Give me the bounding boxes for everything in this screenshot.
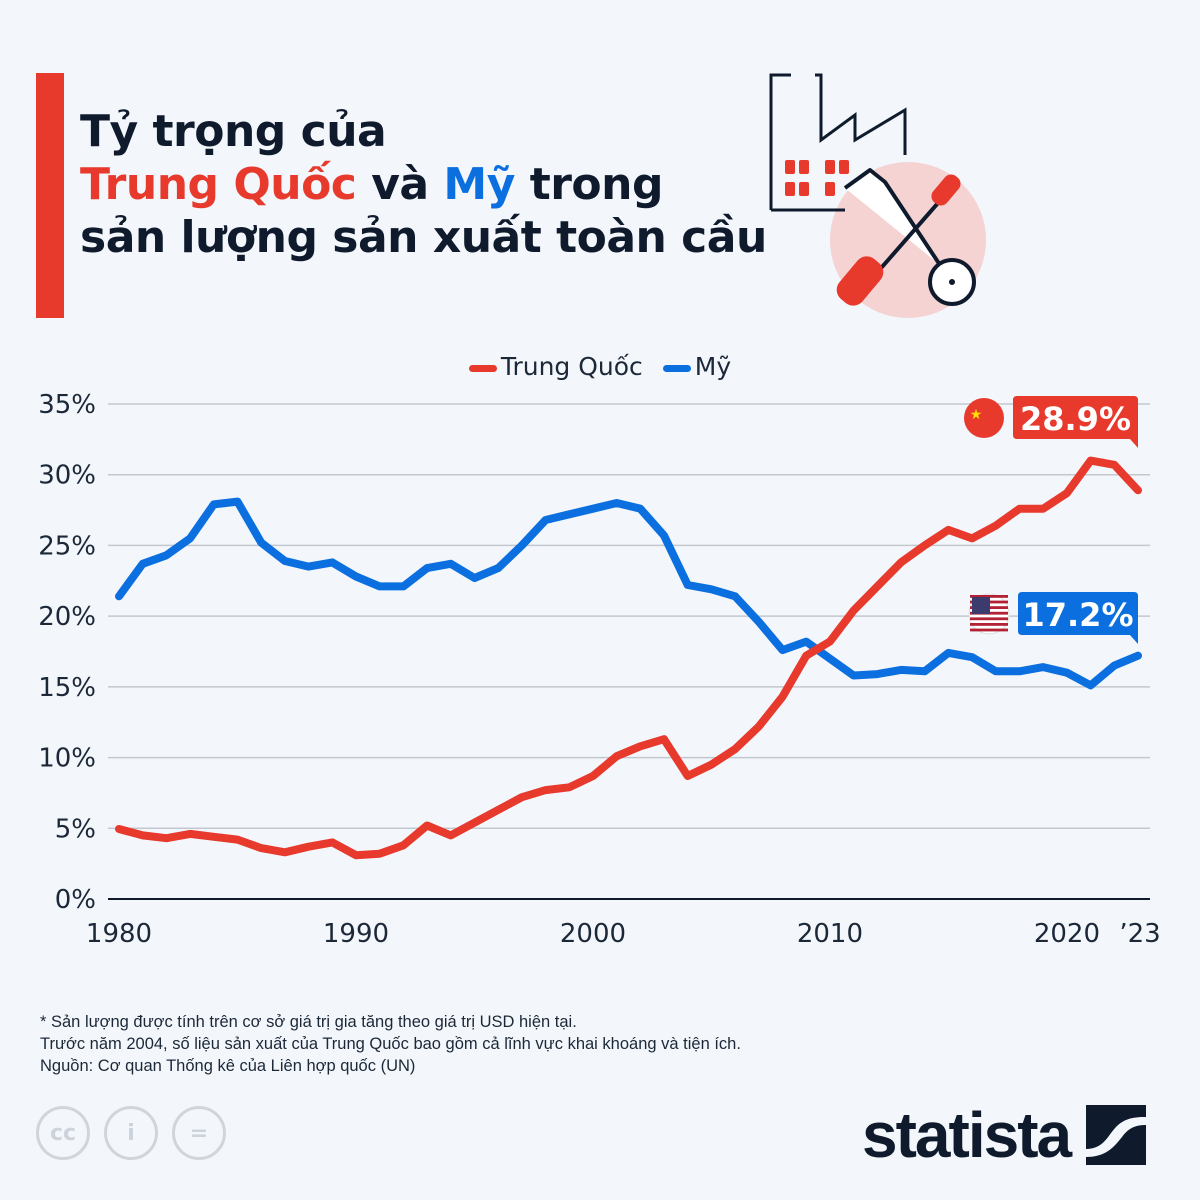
- cc-icon[interactable]: cc: [36, 1106, 90, 1160]
- series-line-china: [115, 456, 1142, 860]
- accent-bar: [36, 73, 64, 318]
- chart-title: Tỷ trọng của Trung Quốc và Mỹ trong sản …: [80, 105, 767, 264]
- title-line-3: sản lượng sản xuất toàn cầu: [80, 212, 767, 263]
- legend-item-china: Trung Quốc: [468, 352, 643, 381]
- flag-stripe: [970, 623, 1008, 626]
- y-tick-label: 15%: [38, 673, 96, 703]
- title-trong: trong: [514, 159, 664, 210]
- statista-logo-mark-icon: [1086, 1105, 1147, 1165]
- legend-item-us: Mỹ: [662, 352, 732, 381]
- title-china: Trung Quốc: [80, 159, 357, 210]
- end-label-value: 28.9%: [1020, 400, 1131, 438]
- source-note: Nguồn: Cơ quan Thống kê của Liên hợp quố…: [40, 1057, 416, 1075]
- license-icons: cc i =: [36, 1106, 226, 1160]
- flag-stripe: [970, 617, 1008, 621]
- attribution-icon[interactable]: i: [104, 1106, 158, 1160]
- flag-canton: [972, 597, 990, 614]
- y-tick-label: 30%: [38, 461, 96, 491]
- footnote-1: * Sản lượng được tính trên cơ sở giá trị…: [40, 1013, 577, 1031]
- series-line-us: [115, 497, 1142, 690]
- line-chart: 0% 5% 10% 15% 20% 25% 30% 35% 1980 1990 2000 2010 20…: [38, 390, 1160, 949]
- statista-logo[interactable]: statista: [862, 1098, 1147, 1172]
- footnotes: * Sản lượng được tính trên cơ sở giá trị…: [40, 1011, 741, 1077]
- end-label-box: [1013, 396, 1138, 448]
- y-tick-label: 25%: [38, 531, 96, 561]
- chart-legend: Trung Quốc Mỹ: [0, 352, 1200, 381]
- x-tick-label: 2000: [560, 919, 626, 949]
- x-tick-label: 1980: [86, 919, 152, 949]
- x-tick-label: 2010: [797, 919, 863, 949]
- no-derivatives-icon[interactable]: =: [172, 1106, 226, 1160]
- footnote-2: Trước năm 2004, số liệu sản xuất của Tru…: [40, 1035, 741, 1053]
- y-tick-label: 10%: [38, 744, 96, 774]
- title-and: và: [356, 159, 444, 210]
- legend-label-us: Mỹ: [694, 352, 732, 381]
- logo-text: statista: [862, 1099, 1072, 1171]
- end-label-value: 17.2%: [1022, 596, 1133, 634]
- china-flag-icon: [964, 398, 1004, 438]
- legend-label-china: Trung Quốc: [500, 352, 643, 381]
- legend-swatch-china: [468, 364, 497, 372]
- x-tick-label: 2020: [1034, 919, 1100, 949]
- y-tick-label: 0%: [55, 885, 96, 915]
- end-label-box: [1018, 592, 1138, 644]
- flag-star: ★: [970, 407, 983, 423]
- flag-stripe: [970, 595, 1008, 598]
- factory-wrench-screwdriver-icon: [769, 73, 986, 318]
- x-tick-label: ’23: [1119, 919, 1160, 949]
- title-line-2: Trung Quốc và Mỹ trong: [80, 158, 767, 211]
- y-tick-label: 35%: [38, 390, 96, 420]
- x-tick-label: 1990: [323, 919, 389, 949]
- title-us: Mỹ: [443, 159, 515, 210]
- y-tick-label: 5%: [55, 814, 96, 844]
- y-tick-label: 20%: [38, 602, 96, 632]
- title-line-1: Tỷ trọng của: [80, 106, 387, 157]
- legend-swatch-us: [662, 364, 691, 372]
- flag-stripe: [970, 628, 1008, 632]
